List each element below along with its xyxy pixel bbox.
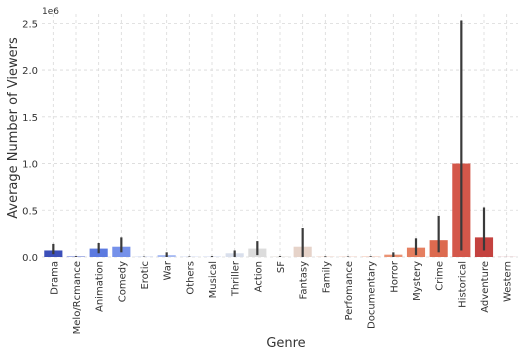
x-tick-label: Others: [185, 261, 196, 295]
x-tick-label: Animation: [95, 261, 106, 312]
x-tick-label: Comedy: [117, 261, 128, 302]
y-axis-ticks: 0.0 0.5 1.0 1.5 2.0 2.5: [22, 19, 38, 264]
x-tick-label: Musical: [208, 261, 219, 298]
x-tick-label: Western: [503, 261, 514, 302]
x-tick-label: Family: [321, 261, 332, 293]
x-tick-label: Drama: [49, 261, 60, 295]
y-axis-label: Average Number of Viewers: [6, 37, 21, 219]
y-tick-label: 2.0: [22, 66, 38, 77]
x-tick-label: Action: [253, 261, 264, 292]
grid-lines: [42, 14, 518, 257]
x-tick-label: Crime: [435, 261, 446, 291]
y-tick-label: 0.0: [22, 253, 38, 264]
y-tick-label: 1.5: [22, 113, 38, 124]
y-tick-label: 1.0: [22, 160, 38, 171]
x-tick-label: SF: [276, 261, 287, 273]
x-tick-label: Melo/Rcmance: [72, 261, 83, 334]
y-scale-label: 1e6: [42, 7, 59, 17]
y-tick-label: 2.5: [22, 19, 38, 30]
y-tick-label: 0.5: [22, 206, 38, 217]
x-tick-label: Adventure: [480, 261, 491, 313]
x-tick-label: Horror: [389, 260, 400, 293]
error-bars: [53, 21, 484, 257]
x-tick-label: Erotic: [140, 261, 151, 290]
x-tick-label: Historical: [457, 261, 468, 308]
x-tick-label: War: [163, 260, 174, 280]
x-axis-ticks: Drama Melo/Rcmance Animation Comedy Erotic Wa…: [49, 260, 513, 334]
x-tick-label: Thriller: [231, 260, 242, 297]
x-axis-label: Genre: [266, 336, 305, 351]
x-tick-label: Fantasy: [299, 261, 310, 300]
x-tick-label: Documentary: [367, 261, 378, 329]
x-tick-label: Mystery: [412, 261, 423, 301]
x-tick-label: Perfomance: [344, 261, 355, 320]
